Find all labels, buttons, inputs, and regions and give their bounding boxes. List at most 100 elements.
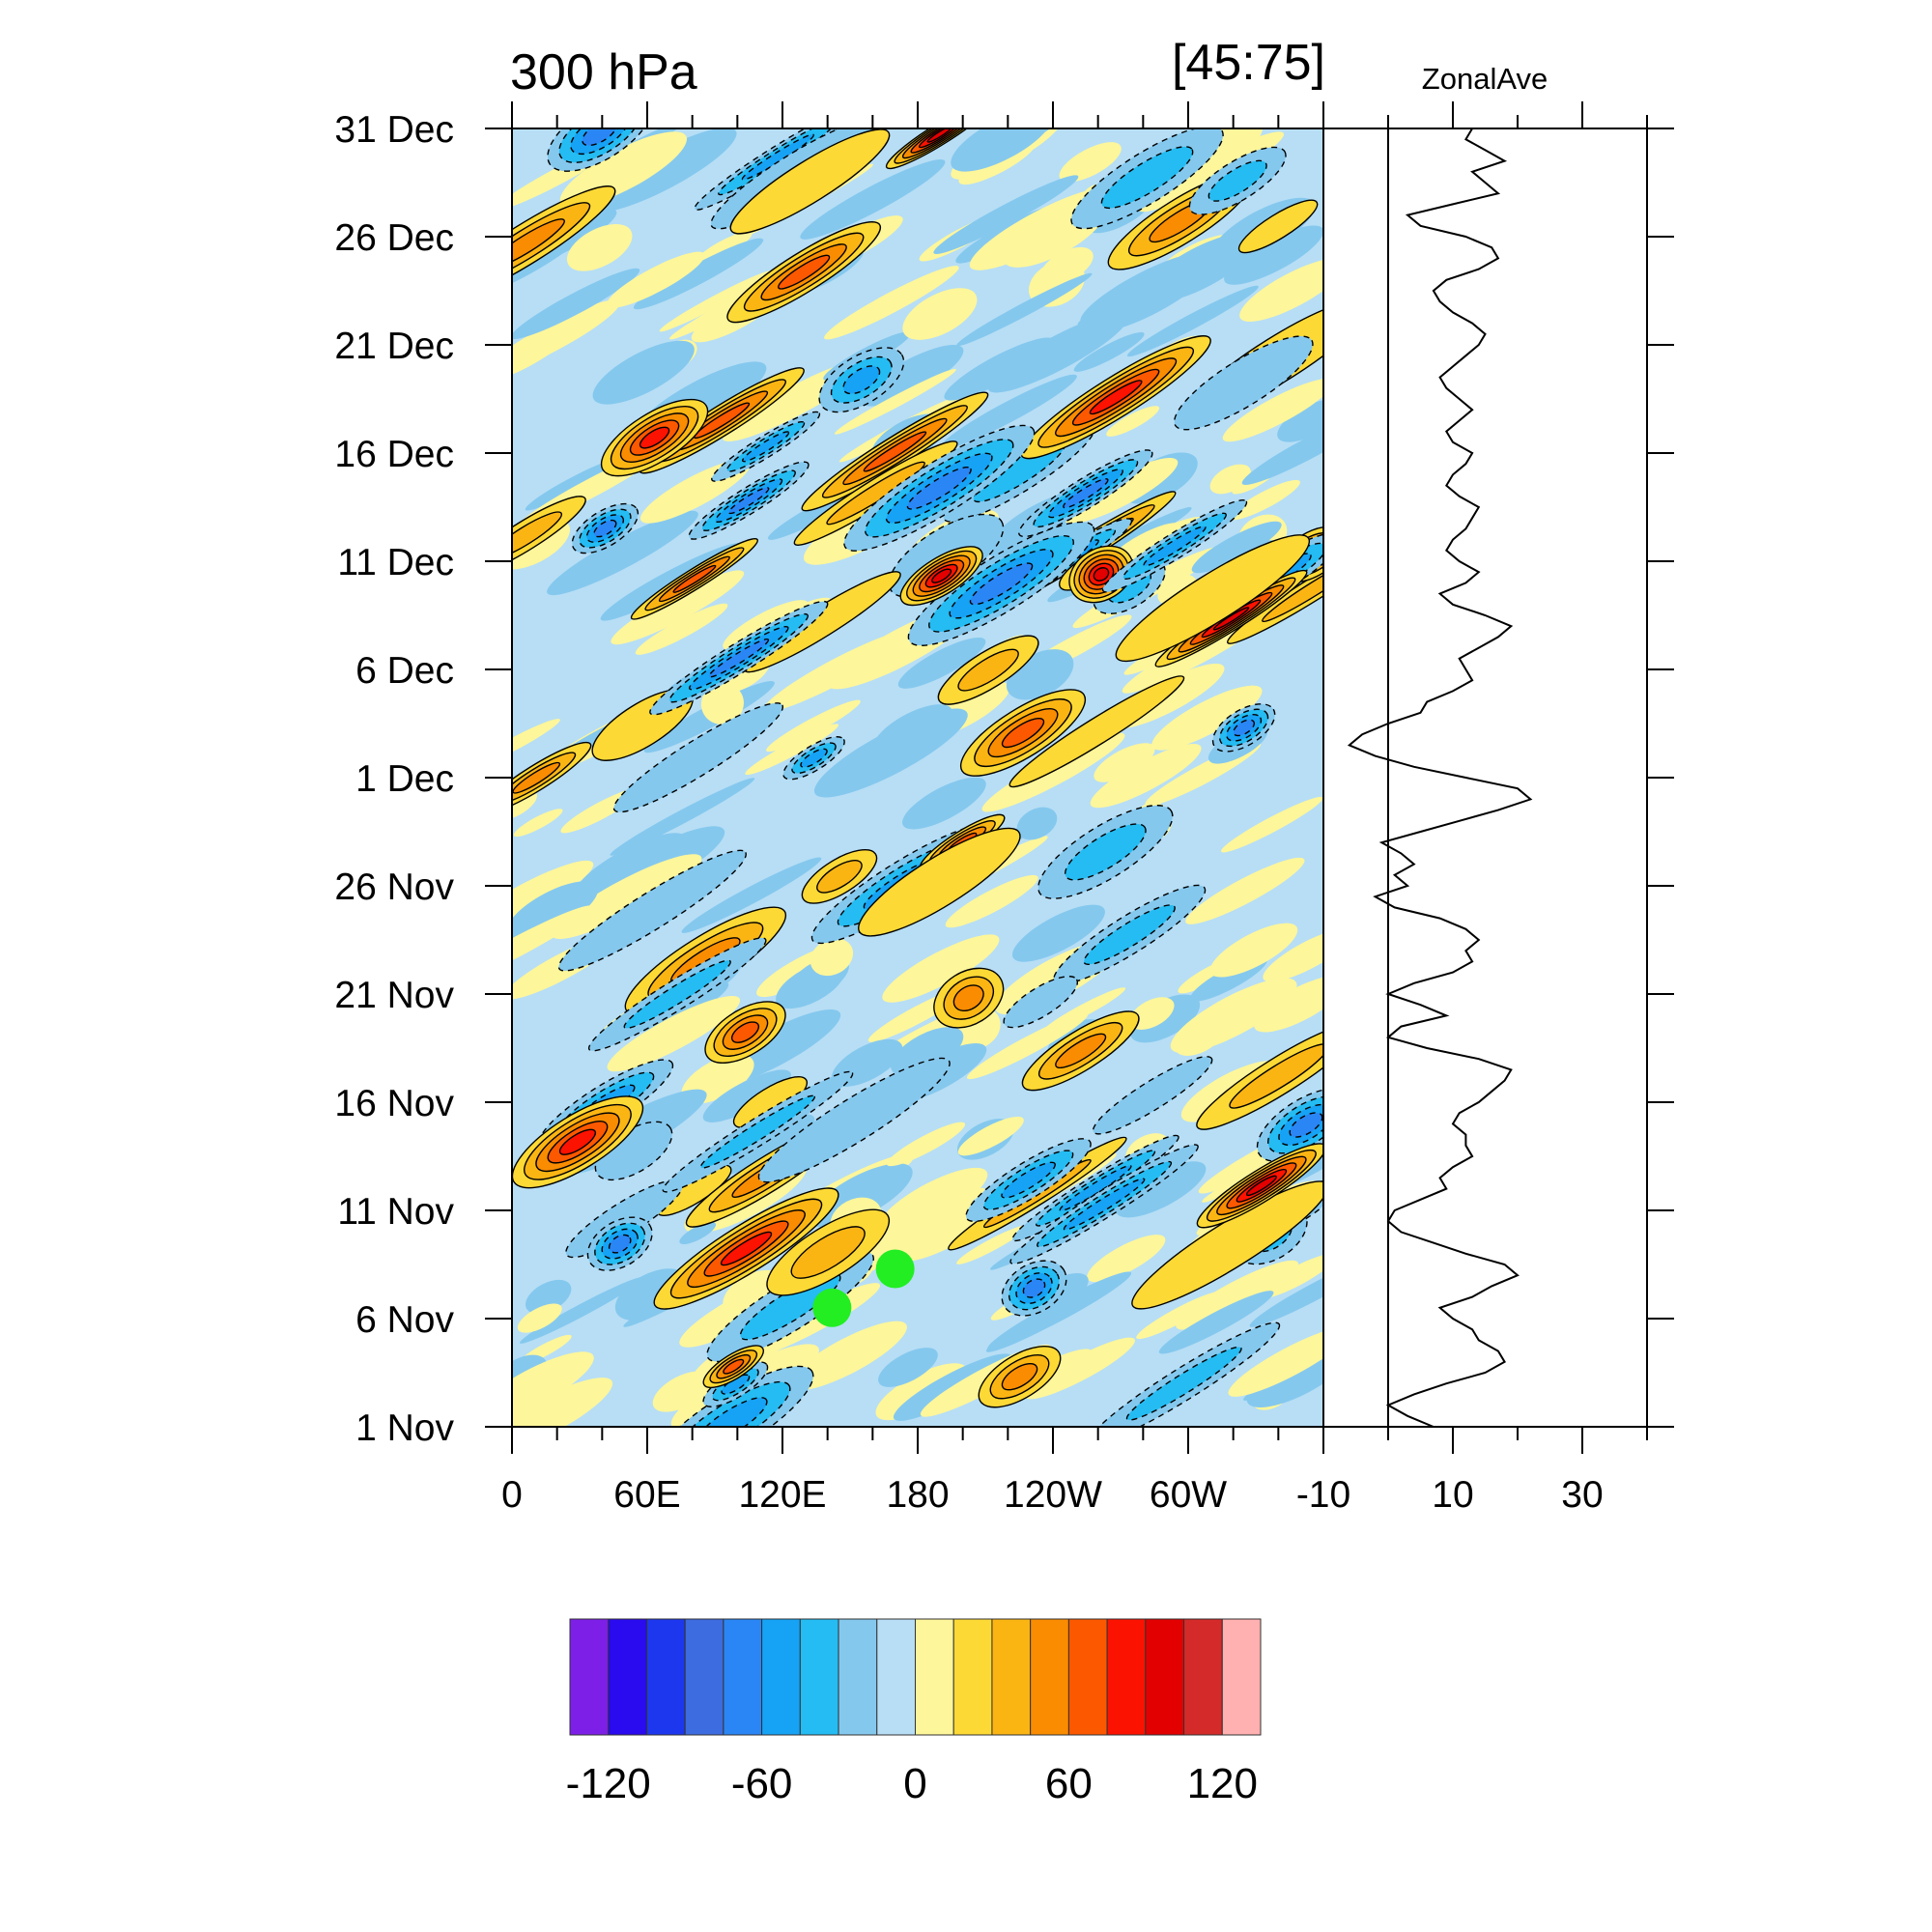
field-patch [1241,412,1323,485]
negative-anomaly [594,1121,673,1181]
colorbar-swatch [1106,1618,1147,1736]
x-tick-label-main: 60E [613,1474,680,1516]
field-patch [723,600,809,650]
anomaly-contour [1022,1278,1046,1298]
field-patch [1263,928,1323,982]
colorbar-swatch [684,1618,724,1736]
y-axis: 31 Dec 26 Dec 21 Dec 16 Dec 11 Dec 6 Dec 1 Dec… [334,109,1674,1449]
field-patch [902,777,986,830]
field-patch [512,330,570,383]
field-patch [981,732,1125,812]
anomaly-contour [1125,1346,1242,1421]
field-patch [987,312,1129,393]
anomaly-contour [1064,823,1147,881]
negative-anomaly [1003,976,1079,1029]
positive-anomaly [1068,545,1134,604]
field-patch [652,1371,712,1412]
y-tick-label: 26 Nov [334,867,454,908]
positive-anomaly [1196,1021,1323,1130]
field-patch [1073,331,1145,372]
field-patch [679,1221,717,1245]
anomaly-contour [623,959,731,1030]
y-tick-label: 6 Nov [355,1299,454,1341]
colorbar-tick-label: 0 [903,1760,926,1807]
anomaly-contour [612,702,784,813]
field-patch [1106,406,1160,437]
positive-anomaly [512,741,592,814]
negative-anomaly [547,128,653,172]
anomaly-contour [1143,526,1207,567]
anomaly-contour [842,365,881,395]
positive-anomaly [801,849,878,904]
colorbar-swatch [645,1618,686,1736]
x-axis-zonal-average: 10 30 [1387,101,1648,1516]
negative-anomaly [571,502,639,554]
anomaly-contour [969,562,1034,606]
positive-anomaly [512,185,616,302]
anomaly-contour [957,648,1019,692]
colorbar-tick-label: 120 [1187,1760,1258,1807]
anomaly-contour [1055,1033,1107,1069]
positive-anomaly [959,689,1087,777]
y-tick-label: 1 Nov [355,1407,454,1449]
anomaly-contour [512,761,561,794]
negative-anomaly [702,1361,769,1407]
event-marker-icon [812,1288,852,1327]
anomaly-contour [708,638,770,678]
anomaly-contour [926,128,953,143]
anomaly-contour [1063,1178,1146,1231]
positive-anomaly [801,391,989,512]
x-tick-label-main: -10 [1296,1474,1350,1516]
positive-anomaly [512,496,586,576]
x-tick-label-main: 0 [501,1474,523,1516]
zonal-average-title: ZonalAve [1422,62,1548,96]
negative-anomaly [694,128,863,211]
field-patch [1224,225,1323,285]
field-patch [788,1321,907,1391]
negative-anomaly [1101,499,1248,593]
anomaly-contour [1229,1043,1323,1109]
field-patch [887,1122,966,1167]
field-patch [956,1225,1028,1264]
positive-anomaly [704,1001,786,1065]
anomaly-contour [1115,534,1311,663]
field-patch [1126,285,1259,357]
field-patch [897,637,986,689]
anomaly-contour [720,1231,773,1266]
anomaly-contour [593,519,617,538]
positive-anomaly [1237,199,1319,254]
negative-anomaly [662,1070,854,1193]
field-patch [1158,1291,1274,1354]
negative-anomaly [965,1138,1092,1223]
positive-anomaly [600,398,709,477]
colorbar-swatch [1067,1618,1108,1736]
negative-anomaly [1211,703,1276,753]
anomaly-contour [757,1057,951,1183]
colorbar-swatch [838,1618,878,1736]
negative-anomaly [587,937,767,1052]
anomaly-contour [1083,904,1176,966]
field-patch [517,1303,562,1333]
negative-anomaly [1188,146,1287,215]
y-tick-label: 21 Dec [334,326,454,367]
field-patch [944,337,1055,401]
colorbar-swatch [608,1618,647,1736]
field-patch [976,128,1072,160]
anomaly-contour [557,849,747,972]
field-patch [659,270,774,332]
field-patch [1191,521,1282,574]
field-patch [512,719,560,770]
field-patch [1222,378,1323,442]
anomaly-contour [863,431,927,472]
positive-anomaly [1115,534,1311,663]
field-patch [700,682,744,724]
anomaly-contour [1131,1180,1323,1310]
anomaly-contour [729,128,891,235]
field-patch [512,1351,594,1424]
anomaly-contour [1208,159,1267,202]
colorbar: -120 -60 0 60 120 [566,1618,1262,1807]
field-patch [1059,142,1122,183]
field-patch [834,368,956,435]
field-patch [681,857,822,933]
